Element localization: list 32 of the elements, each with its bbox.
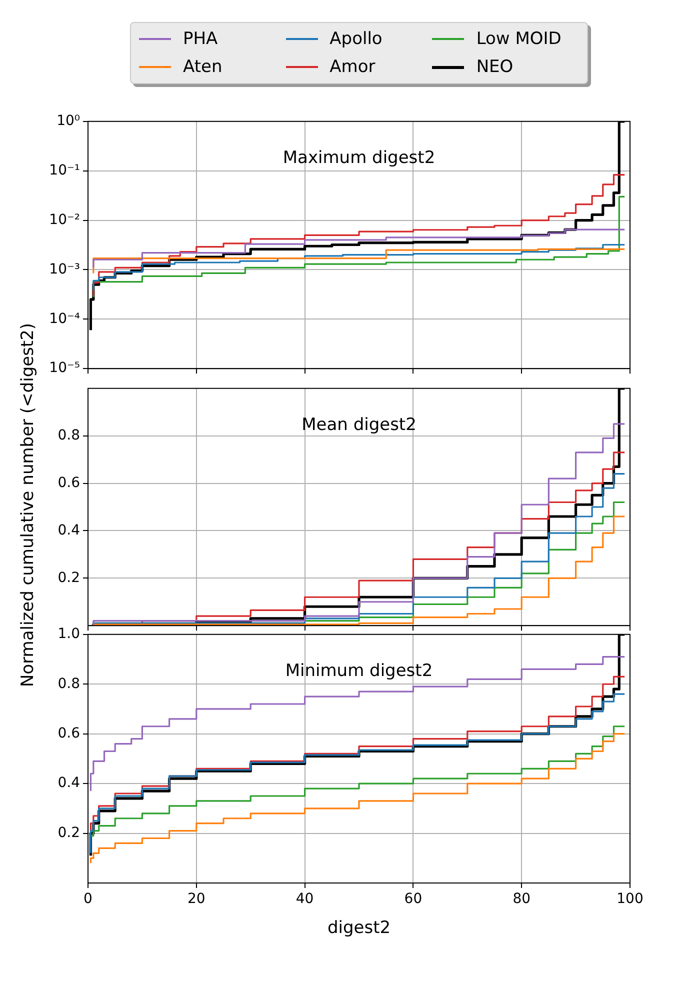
legend-label: Aten bbox=[183, 57, 222, 77]
text: Minimum digest2 bbox=[285, 660, 433, 681]
y-tick-label: 0.2 bbox=[58, 570, 80, 586]
y-tick-label: 1.0 bbox=[58, 626, 80, 642]
y-tick-label: 0.8 bbox=[58, 676, 80, 692]
x-axis-title: digest2 bbox=[327, 918, 391, 938]
text: Maximum digest2 bbox=[282, 148, 436, 168]
x-tick-label: 80 bbox=[512, 891, 531, 908]
y-tick-label: 0.6 bbox=[58, 474, 80, 491]
x-tick-label: 20 bbox=[187, 891, 206, 908]
y-tick-label: 10⁻¹ bbox=[49, 162, 80, 178]
legend-label: PHA bbox=[183, 29, 218, 49]
text: Mean digest2 bbox=[302, 414, 416, 435]
y-axis-title: Normalized cumulative number (<digest2) bbox=[18, 322, 38, 688]
y-tick-label: 10⁰ bbox=[56, 113, 80, 130]
legend-label: NEO bbox=[476, 57, 514, 77]
y-tick-label: 0.8 bbox=[58, 427, 80, 444]
x-tick-label: 60 bbox=[404, 891, 422, 908]
y-tick-label: 10⁻⁵ bbox=[49, 360, 80, 376]
legend-label: Low MOID bbox=[476, 29, 562, 49]
y-tick-label: 10⁻⁴ bbox=[49, 310, 80, 327]
legend-label: Amor bbox=[330, 57, 376, 77]
y-tick-label: 0.2 bbox=[58, 824, 80, 841]
x-tick-label: 40 bbox=[296, 891, 314, 908]
y-tick-label: 0.4 bbox=[58, 775, 80, 792]
y-tick-label: 10⁻³ bbox=[49, 261, 80, 278]
y-tick-label: 0.4 bbox=[58, 522, 80, 538]
legend-label: Apollo bbox=[330, 29, 382, 49]
y-tick-label: 0.6 bbox=[58, 725, 80, 742]
y-tick-label: 10⁻² bbox=[49, 212, 80, 228]
x-tick-label: 100 bbox=[616, 891, 644, 908]
x-tick-label: 0 bbox=[84, 891, 92, 908]
